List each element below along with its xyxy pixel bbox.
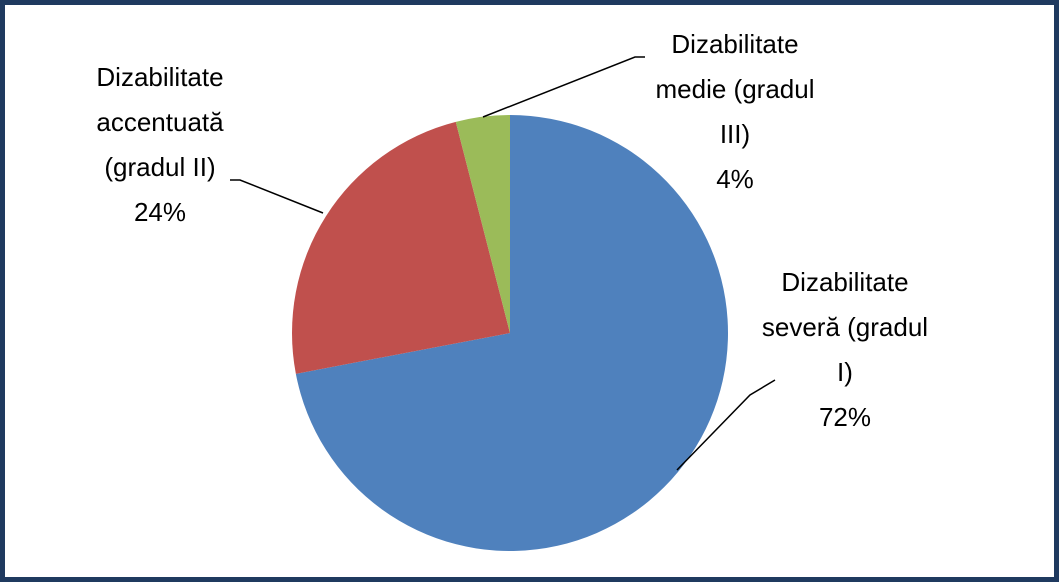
slice-label: Dizabilitate severă (gradul I) 72% [760,260,930,440]
value-label: 72% [818,402,872,432]
pie-slice [292,121,510,374]
leader-line [482,56,645,118]
category-label: Dizabilitate medie (gradul III) [655,29,815,149]
pie-area [230,56,776,551]
slice-label: Dizabilitate medie (gradul III) 4% [650,22,820,202]
slice-label: Dizabilitate accentuată (gradul II) 24% [70,55,250,235]
value-label: 4% [716,164,754,194]
category-label: Dizabilitate accentuată (gradul II) [96,62,224,182]
pie-slice [455,115,510,333]
category-label: Dizabilitate severă (gradul I) [761,267,929,387]
pie-slice [295,115,728,551]
leader-line [230,179,324,214]
leader-line [676,379,776,471]
value-label: 24% [133,197,187,227]
